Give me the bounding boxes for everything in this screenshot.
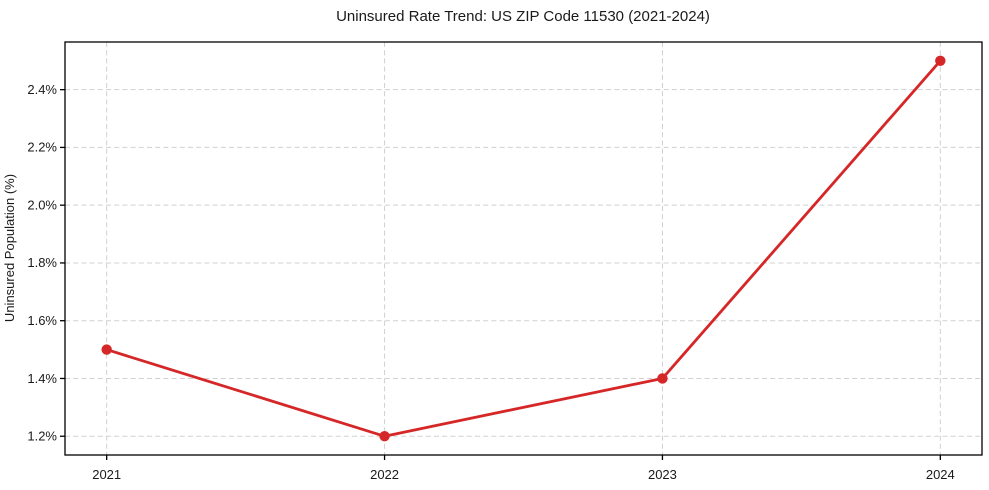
- plot-border: [64, 41, 983, 456]
- y-tick-label: 1.4%: [27, 371, 57, 386]
- data-point-marker: [935, 55, 946, 66]
- data-point-marker: [379, 431, 390, 442]
- y-tick-label: 1.8%: [27, 255, 57, 270]
- x-tick-label: 2022: [370, 467, 399, 482]
- data-point-marker: [657, 373, 668, 384]
- y-tick-label: 2.4%: [27, 82, 57, 97]
- y-tick-label: 1.2%: [27, 429, 57, 444]
- x-tick-label: 2023: [648, 467, 677, 482]
- trend-line: [105, 59, 942, 438]
- y-tick-label: 2.2%: [27, 140, 57, 155]
- plot-area: 1.2% 1.4% 1.6% 1.8% 2.0% 2.2% 2.4% 2021 2022 2023…: [27, 41, 983, 482]
- x-tick-label: 2021: [92, 467, 121, 482]
- y-axis-label: Uninsured Population (%): [2, 174, 17, 322]
- data-point-marker: [101, 344, 112, 355]
- y-tick-label: 1.6%: [27, 313, 57, 328]
- x-tick-label: 2024: [926, 467, 955, 482]
- y-tick-label: 2.0%: [27, 197, 57, 212]
- chart-title: Uninsured Rate Trend: US ZIP Code 11530 …: [336, 8, 710, 25]
